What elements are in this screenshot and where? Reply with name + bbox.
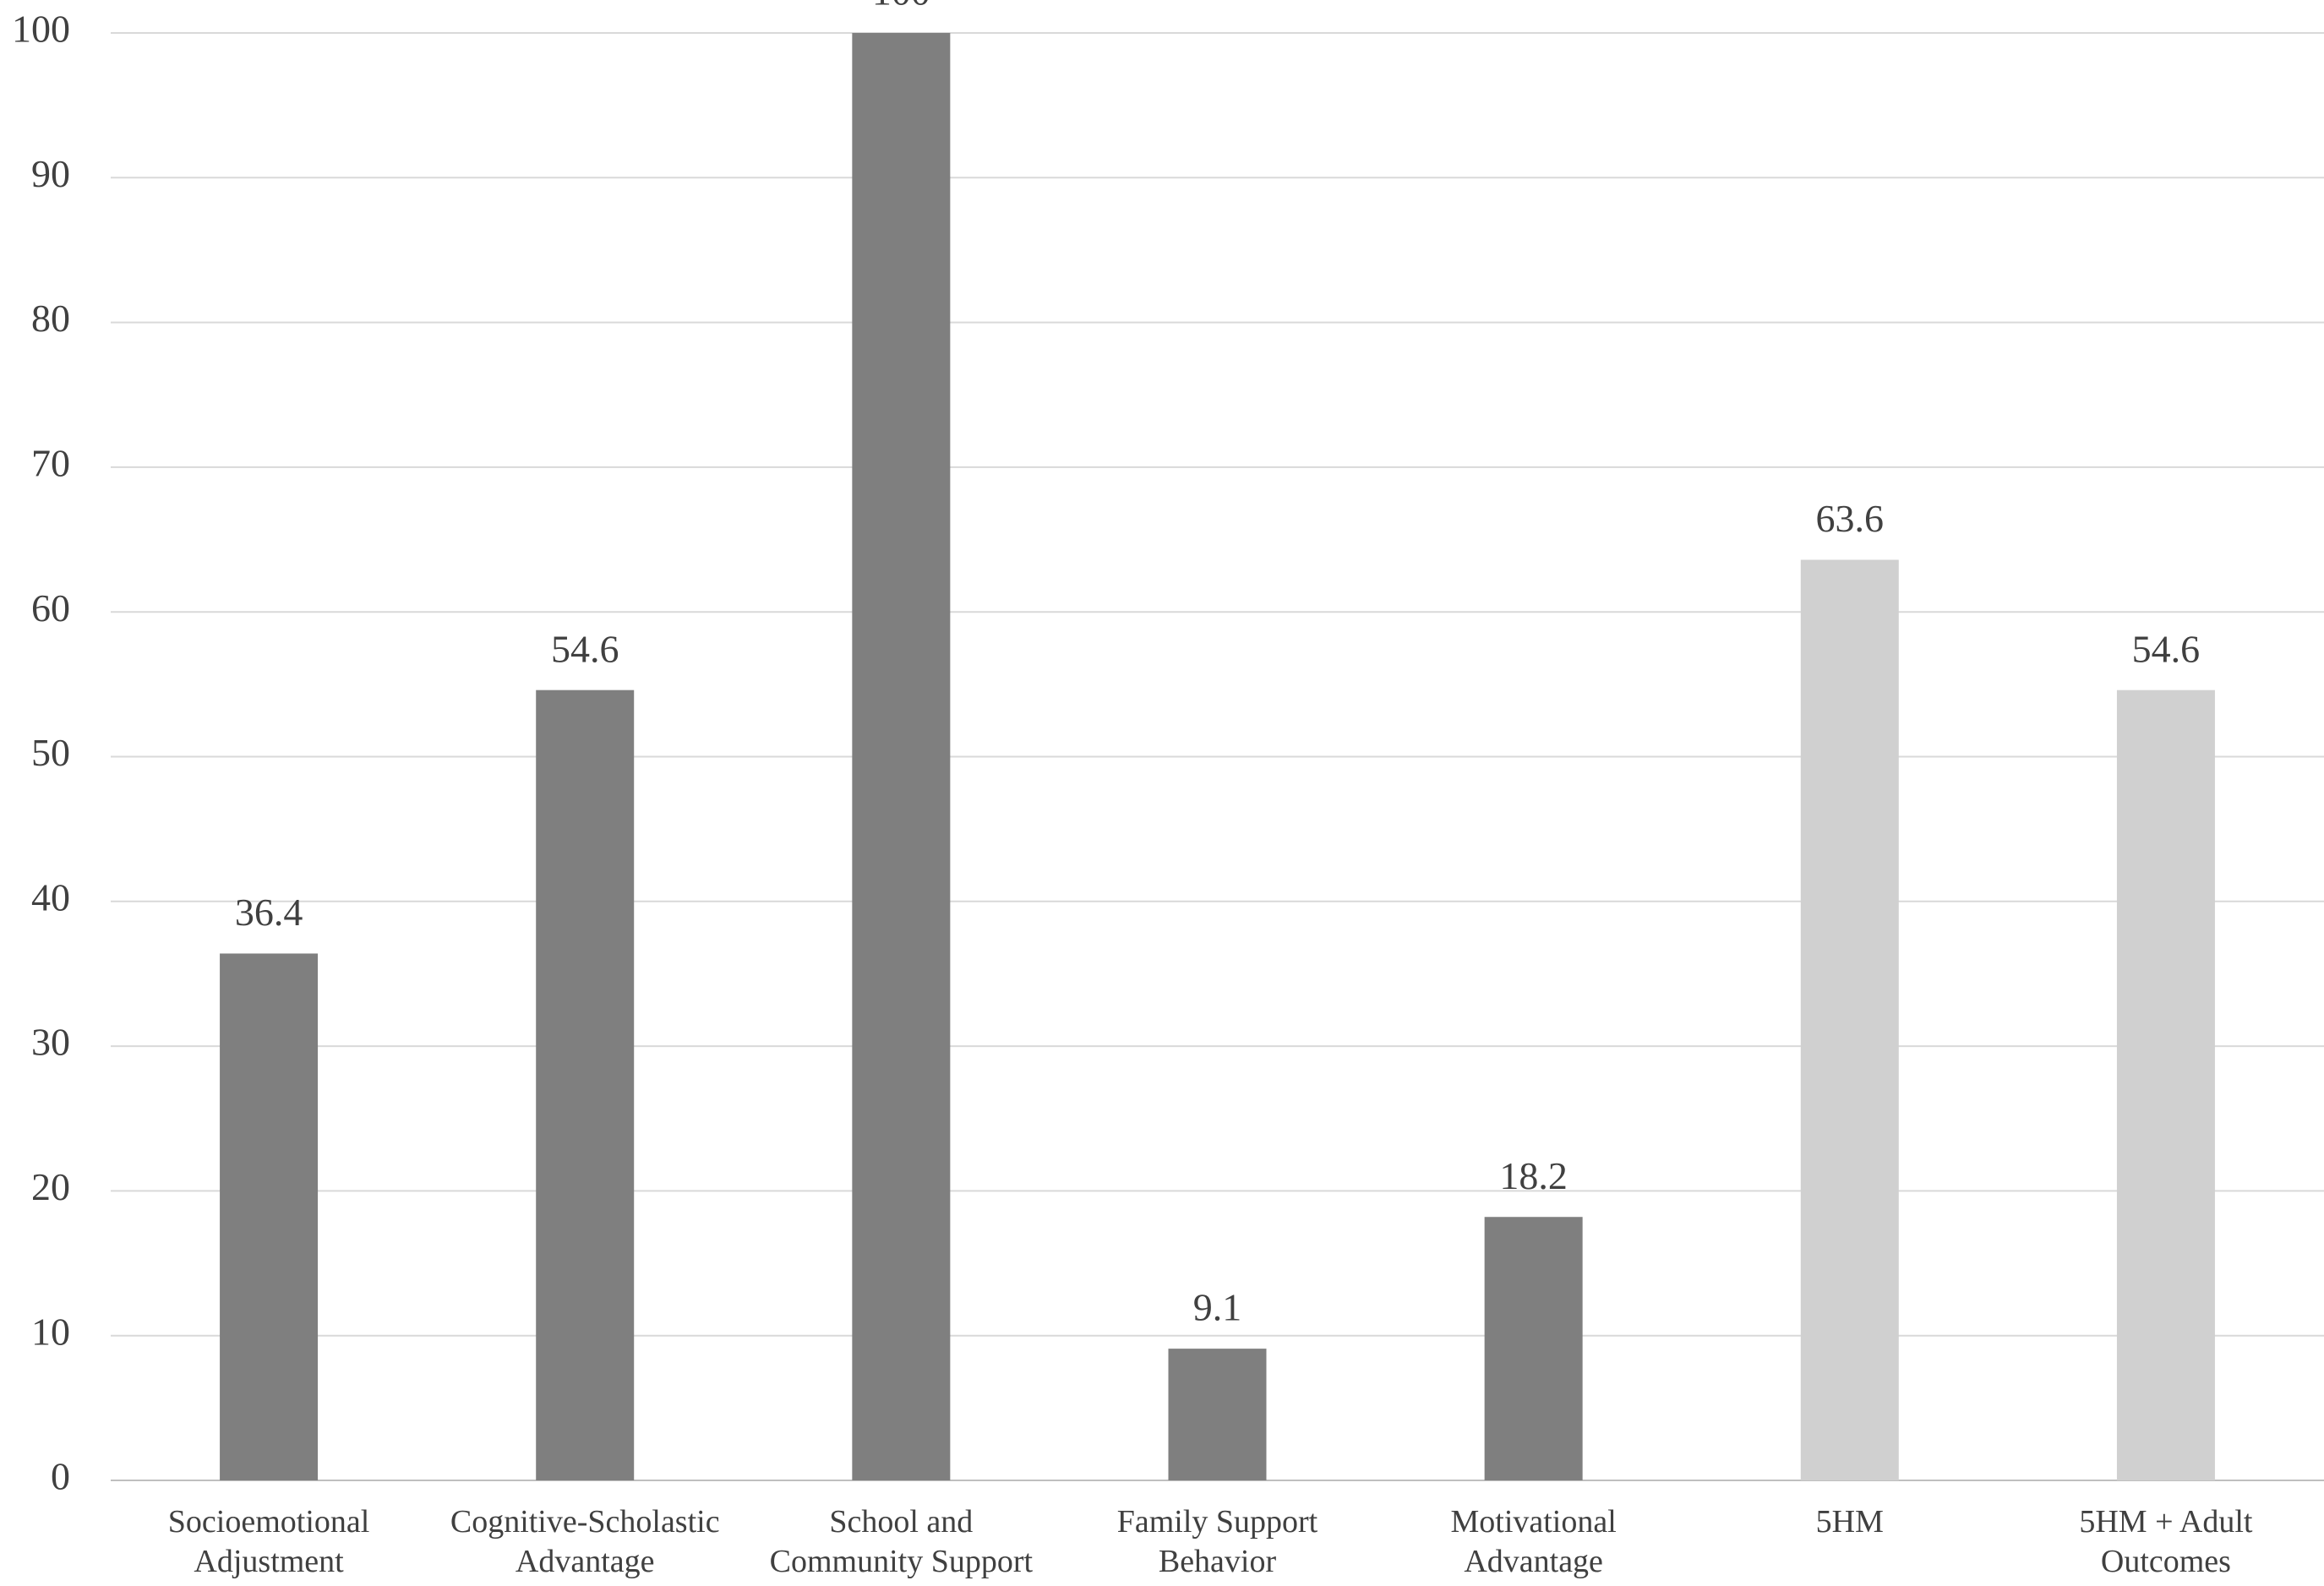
value-label: 100 — [872, 0, 930, 14]
y-tick-label: 70 — [31, 441, 70, 484]
y-tick-label: 100 — [12, 8, 70, 51]
bar — [1800, 559, 1899, 1480]
x-tick-label: Socioemotional Adjustment — [167, 1504, 370, 1579]
bar — [220, 953, 319, 1480]
x-tick-label: Family Support Behavior — [1116, 1504, 1318, 1579]
y-tick-label: 90 — [31, 152, 70, 195]
x-tick-label: 5HM — [1815, 1504, 1884, 1540]
y-tick-label: 0 — [51, 1455, 70, 1498]
value-label: 36.4 — [235, 891, 303, 934]
x-tick-label: Cognitive-Scholastic Advantage — [450, 1504, 720, 1579]
y-tick-label: 20 — [31, 1165, 70, 1208]
x-tick-label: School and Community Support — [769, 1504, 1034, 1579]
y-tick-label: 30 — [31, 1021, 70, 1064]
x-tick-label: 5HM + Adult Outcomes — [2079, 1504, 2253, 1579]
y-tick-label: 10 — [31, 1310, 70, 1353]
value-label: 18.2 — [1499, 1154, 1568, 1197]
x-tick-label: Motivational Advantage — [1450, 1504, 1617, 1579]
value-label: 9.1 — [1193, 1286, 1242, 1329]
value-label: 63.6 — [1816, 497, 1885, 540]
bar — [852, 33, 951, 1480]
y-tick-label: 80 — [31, 297, 70, 340]
bar — [1484, 1217, 1583, 1480]
value-label: 54.6 — [551, 627, 619, 670]
bar — [536, 689, 635, 1480]
value-label: 54.6 — [2132, 627, 2201, 670]
y-tick-label: 60 — [31, 586, 70, 629]
y-tick-label: 50 — [31, 731, 70, 774]
bar — [2116, 689, 2215, 1480]
y-tick-label: 40 — [31, 875, 70, 918]
bar — [1168, 1349, 1267, 1480]
